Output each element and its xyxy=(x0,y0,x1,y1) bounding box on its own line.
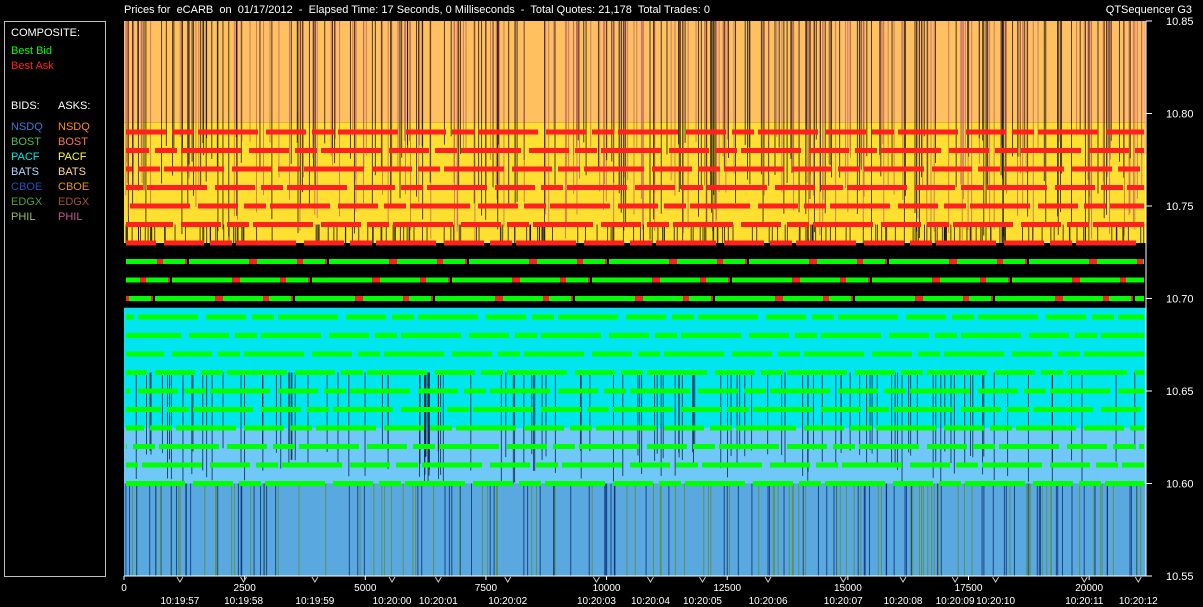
legend-bid-bost: BOST xyxy=(11,136,41,148)
x-tick-label: 5000 xyxy=(354,583,377,594)
legend-bid-edgx: EDGX xyxy=(11,196,43,208)
x-tick-label: 7500 xyxy=(475,583,498,594)
time-tick xyxy=(951,576,959,583)
legend-best-bid: Best Bid xyxy=(11,45,52,57)
legend-bid-cboe: CBOE xyxy=(11,181,43,193)
bid-depth-band xyxy=(124,428,1146,484)
legend-ask-bats: BATS xyxy=(58,166,86,178)
chart-header: Prices for eCARB on 01/17/2012 - Elapsed… xyxy=(0,0,1203,18)
legend-ask-nsdq: NSDQ xyxy=(58,121,90,133)
time-tick-label: 10:20:03 xyxy=(577,596,616,607)
time-tick xyxy=(504,576,512,583)
time-tick-label: 10:20:08 xyxy=(884,596,923,607)
time-tick xyxy=(311,576,319,583)
time-tick-label: 10:20:05 xyxy=(683,596,722,607)
y-tick-label: 10.75 xyxy=(1166,201,1194,213)
time-tick xyxy=(1080,576,1088,583)
time-tick-label: 10:20:06 xyxy=(749,596,788,607)
time-tick-label: 10:20:11 xyxy=(1065,596,1104,607)
x-tick-label: 15000 xyxy=(834,583,862,594)
x-tick-label: 20000 xyxy=(1075,583,1103,594)
y-tick-label: 10.80 xyxy=(1166,109,1194,121)
time-tick xyxy=(1134,576,1142,583)
y-tick-label: 10.55 xyxy=(1166,571,1194,583)
app-name: QTSequencer G3 xyxy=(1105,4,1192,16)
time-tick-label: 10:20:07 xyxy=(824,596,863,607)
time-tick xyxy=(176,576,184,583)
time-tick xyxy=(593,576,600,583)
time-tick-label: 10:20:09 xyxy=(936,596,975,607)
time-tick-label: 10:20:12 xyxy=(1119,596,1158,607)
legend-bid-pacf: PACF xyxy=(11,151,40,163)
time-tick xyxy=(240,576,247,583)
time-tick-label: 10:19:59 xyxy=(295,596,334,607)
x-tick-label: 12500 xyxy=(713,583,741,594)
legend-panel: COMPOSITE: Best Bid Best Ask BIDS: ASKS:… xyxy=(4,21,106,577)
x-tick-label: 2500 xyxy=(234,583,257,594)
time-tick xyxy=(388,576,396,583)
time-tick xyxy=(992,576,1000,583)
time-tick xyxy=(839,576,847,583)
x-tick-label: 10000 xyxy=(593,583,621,594)
time-tick-label: 10:20:00 xyxy=(373,596,412,607)
legend-best-ask: Best Ask xyxy=(11,60,54,72)
legend-bid-phil: PHIL xyxy=(11,211,36,223)
time-tick xyxy=(764,576,772,583)
time-tick-label: 10:20:10 xyxy=(976,596,1015,607)
time-tick xyxy=(699,576,706,583)
x-tick-label: 0 xyxy=(121,583,127,594)
time-tick-label: 10:20:04 xyxy=(631,596,670,607)
y-tick-label: 10.65 xyxy=(1166,386,1194,398)
time-tick xyxy=(646,576,654,583)
ask-depth-band xyxy=(124,21,1146,123)
legend-ask-phil: PHIL xyxy=(58,211,83,223)
time-tick xyxy=(434,576,442,583)
x-tick-label: 17500 xyxy=(955,583,983,594)
y-tick-label: 10.70 xyxy=(1166,294,1194,306)
legend-asks-label: ASKS: xyxy=(58,100,91,112)
chart-title: Prices for eCARB on 01/17/2012 - Elapsed… xyxy=(124,4,710,16)
legend-ask-edgx: EDGX xyxy=(58,196,90,208)
time-tick-label: 10:19:58 xyxy=(224,596,263,607)
y-tick-label: 10.60 xyxy=(1166,479,1194,491)
legend-bid-bats: BATS xyxy=(11,166,39,178)
legend-ask-cboe: CBOE xyxy=(58,181,90,193)
time-tick-label: 10:19:57 xyxy=(160,596,199,607)
legend-bids-label: BIDS: xyxy=(11,100,40,112)
time-tick-label: 10:20:02 xyxy=(488,596,527,607)
legend-ask-bost: BOST xyxy=(58,136,88,148)
legend-ask-pacf: PACF xyxy=(58,151,87,163)
y-tick-label: 10.85 xyxy=(1166,16,1194,28)
time-tick xyxy=(899,576,907,583)
time-tick-label: 10:20:01 xyxy=(419,596,458,607)
legend-composite-label: COMPOSITE: xyxy=(11,27,81,39)
legend-bid-nsdq: NSDQ xyxy=(11,121,43,133)
